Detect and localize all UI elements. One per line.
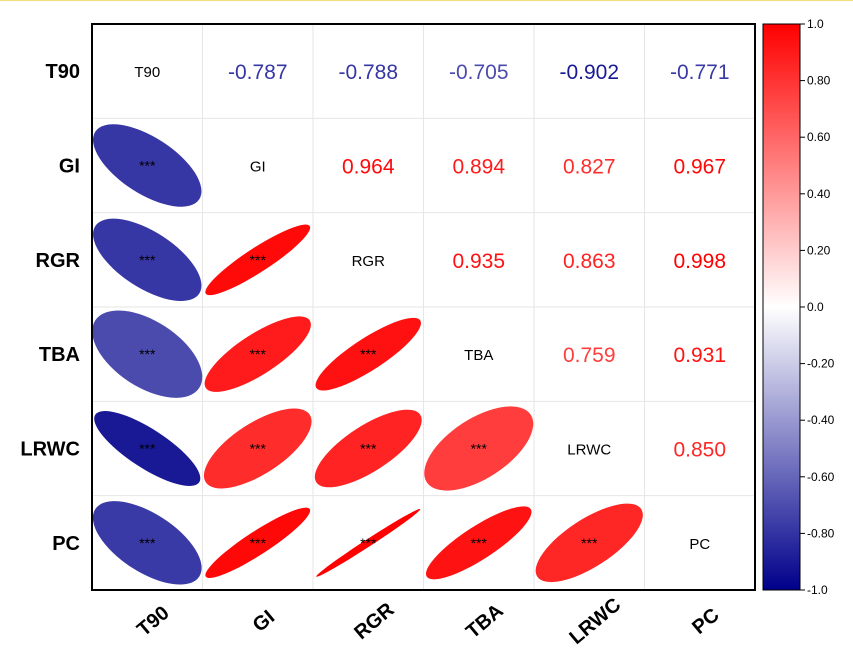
colorbar — [762, 23, 801, 591]
colorbar-tick-label: 1.0 — [807, 17, 824, 31]
correlation-ellipse — [92, 501, 202, 585]
colorbar-tick-label: 0.60 — [807, 130, 831, 144]
column-label: PC — [688, 604, 723, 639]
correlation-value: 0.964 — [342, 156, 395, 179]
significance-stars: *** — [360, 535, 377, 551]
correlation-ellipse — [316, 508, 421, 577]
colorbar-tick-label: 0.20 — [807, 243, 831, 257]
column-label: RGR — [350, 598, 399, 644]
colorbar-tick-label: -0.40 — [807, 413, 835, 427]
correlation-value: 0.850 — [673, 439, 726, 462]
diagonal-label: LRWC — [567, 442, 611, 459]
diagonal-label: RGR — [352, 253, 386, 270]
correlation-ellipse — [94, 411, 201, 486]
row-label: TBA — [39, 344, 80, 366]
colorbar-tick-label: -0.60 — [807, 470, 835, 484]
diagonal-label: TBA — [464, 347, 493, 364]
significance-stars: *** — [471, 441, 488, 457]
correlation-value: 0.935 — [452, 250, 505, 273]
diagonal-label: PC — [689, 536, 710, 553]
correlation-ellipse — [93, 124, 202, 207]
correlation-value: 0.827 — [563, 156, 616, 179]
correlation-value: 0.894 — [452, 156, 505, 179]
significance-stars: *** — [250, 441, 267, 457]
correlation-value: 0.967 — [673, 156, 726, 179]
correlation-ellipse — [425, 506, 532, 580]
correlation-ellipse — [314, 409, 422, 488]
significance-stars: *** — [360, 441, 377, 457]
correlation-value: -0.705 — [449, 61, 509, 84]
significance-stars: *** — [250, 346, 267, 362]
correlation-value: -0.787 — [228, 61, 288, 84]
correlation-ellipse — [92, 310, 203, 398]
colorbar-tick-label: 0.80 — [807, 74, 831, 88]
row-label: LRWC — [20, 439, 80, 461]
colorbar-tick-label: -0.80 — [807, 526, 835, 540]
row-label: RGR — [36, 250, 81, 272]
correlation-value: -0.771 — [670, 61, 730, 84]
row-label: PC — [52, 533, 80, 555]
significance-stars: *** — [360, 346, 377, 362]
correlation-value: -0.788 — [338, 61, 398, 84]
significance-stars: *** — [139, 252, 156, 268]
diagonal-label: GI — [250, 159, 266, 176]
correlation-ellipse — [205, 507, 311, 578]
colorbar-tick-label: -1.0 — [807, 583, 828, 597]
correlation-value: 0.998 — [673, 250, 726, 273]
colorbar-tick-label: 0.0 — [807, 300, 824, 314]
correlation-ellipse — [205, 224, 311, 296]
column-label: GI — [249, 606, 279, 636]
correlation-ellipse — [424, 406, 534, 491]
significance-stars: *** — [250, 535, 267, 551]
correlation-ellipse — [535, 503, 643, 583]
row-label: T90 — [46, 61, 80, 83]
significance-stars: *** — [139, 535, 156, 551]
significance-stars: *** — [139, 158, 156, 174]
significance-stars: *** — [139, 441, 156, 457]
significance-stars: *** — [250, 252, 267, 268]
correlation-value: 0.759 — [563, 344, 616, 367]
row-label: GI — [59, 156, 80, 178]
correlation-ellipse — [203, 408, 312, 489]
significance-stars: *** — [581, 535, 598, 551]
correlation-value: 0.863 — [563, 250, 616, 273]
colorbar-tick-label: -0.20 — [807, 357, 835, 371]
significance-stars: *** — [139, 346, 156, 362]
correlation-ellipse — [315, 317, 421, 391]
significance-stars: *** — [471, 535, 488, 551]
correlation-value: 0.931 — [673, 344, 726, 367]
diagonal-label: T90 — [134, 64, 160, 81]
plot-border — [91, 23, 756, 591]
column-label: T90 — [133, 602, 174, 641]
correlation-ellipse — [93, 218, 202, 302]
column-label: LRWC — [565, 594, 625, 649]
correlation-value: -0.902 — [559, 61, 619, 84]
correlation-ellipse — [204, 316, 311, 392]
column-label: TBA — [462, 600, 508, 643]
colorbar-tick-label: 0.40 — [807, 187, 831, 201]
